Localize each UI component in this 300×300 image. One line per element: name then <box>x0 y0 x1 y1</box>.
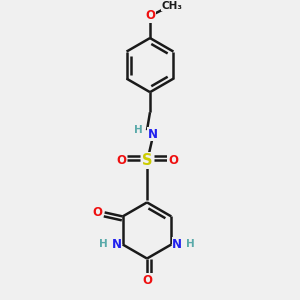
Text: CH₃: CH₃ <box>161 1 182 11</box>
Text: O: O <box>93 206 103 219</box>
Text: H: H <box>99 239 108 250</box>
Text: H: H <box>186 239 195 250</box>
Text: O: O <box>168 154 178 167</box>
Text: N: N <box>112 238 122 251</box>
Text: O: O <box>145 10 155 22</box>
Text: O: O <box>142 274 152 287</box>
Text: N: N <box>148 128 158 141</box>
Text: H: H <box>134 125 142 135</box>
Text: S: S <box>142 153 152 168</box>
Text: O: O <box>116 154 126 167</box>
Text: N: N <box>172 238 182 251</box>
